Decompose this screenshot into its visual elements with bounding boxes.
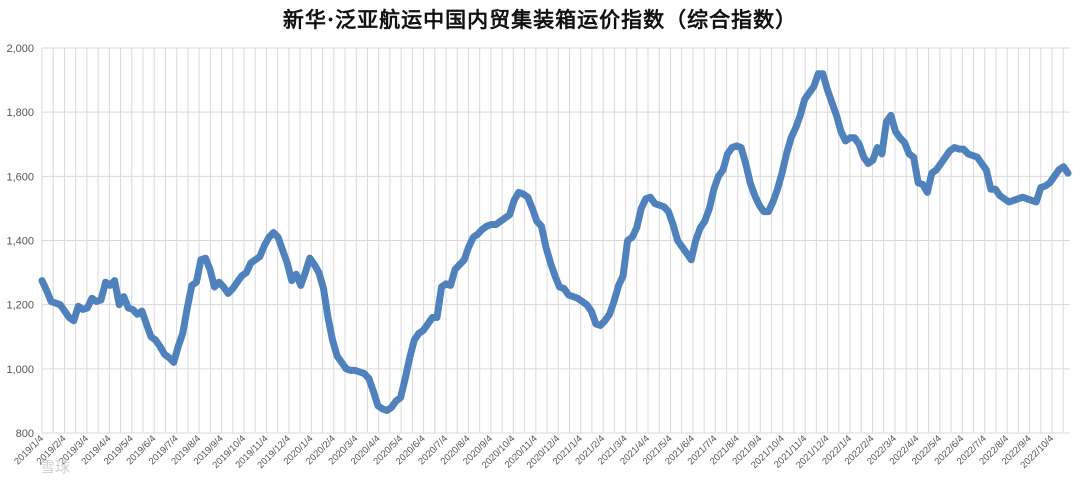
watermark: 雪球 <box>40 458 70 476</box>
y-tick-label: 2,000 <box>6 43 34 55</box>
x-axis: 2019/1/42019/2/42019/3/42019/4/42019/5/4… <box>12 433 1056 471</box>
y-tick-label: 1,600 <box>6 171 34 183</box>
gridlines <box>41 47 1070 434</box>
y-axis: 800 1,000 1,200 1,400 1,600 1,800 2,000 <box>6 43 34 440</box>
y-tick-label: 1,800 <box>6 107 34 119</box>
series-line <box>38 70 1072 414</box>
y-tick-label: 1,000 <box>6 364 34 376</box>
y-tick-label: 1,400 <box>6 236 34 248</box>
chart-title: 新华·泛亚航运中国内贸集装箱运价指数（综合指数） <box>282 7 798 32</box>
y-tick-label: 1,200 <box>6 300 34 312</box>
y-tick-label: 800 <box>16 428 34 440</box>
series-layer: 雪球 <box>38 70 1072 476</box>
